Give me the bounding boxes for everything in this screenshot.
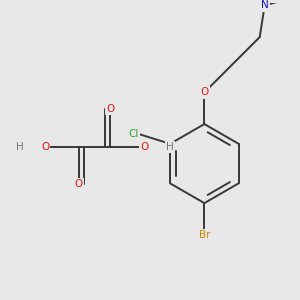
Text: O: O	[41, 142, 49, 152]
Text: O: O	[75, 179, 83, 189]
Text: O: O	[200, 87, 208, 98]
Text: H: H	[16, 142, 23, 152]
Text: Br: Br	[199, 230, 210, 240]
Text: Cl: Cl	[128, 129, 139, 139]
Text: H: H	[166, 142, 174, 152]
Text: O: O	[140, 142, 148, 152]
Text: O: O	[106, 104, 115, 114]
Text: N: N	[261, 0, 268, 11]
